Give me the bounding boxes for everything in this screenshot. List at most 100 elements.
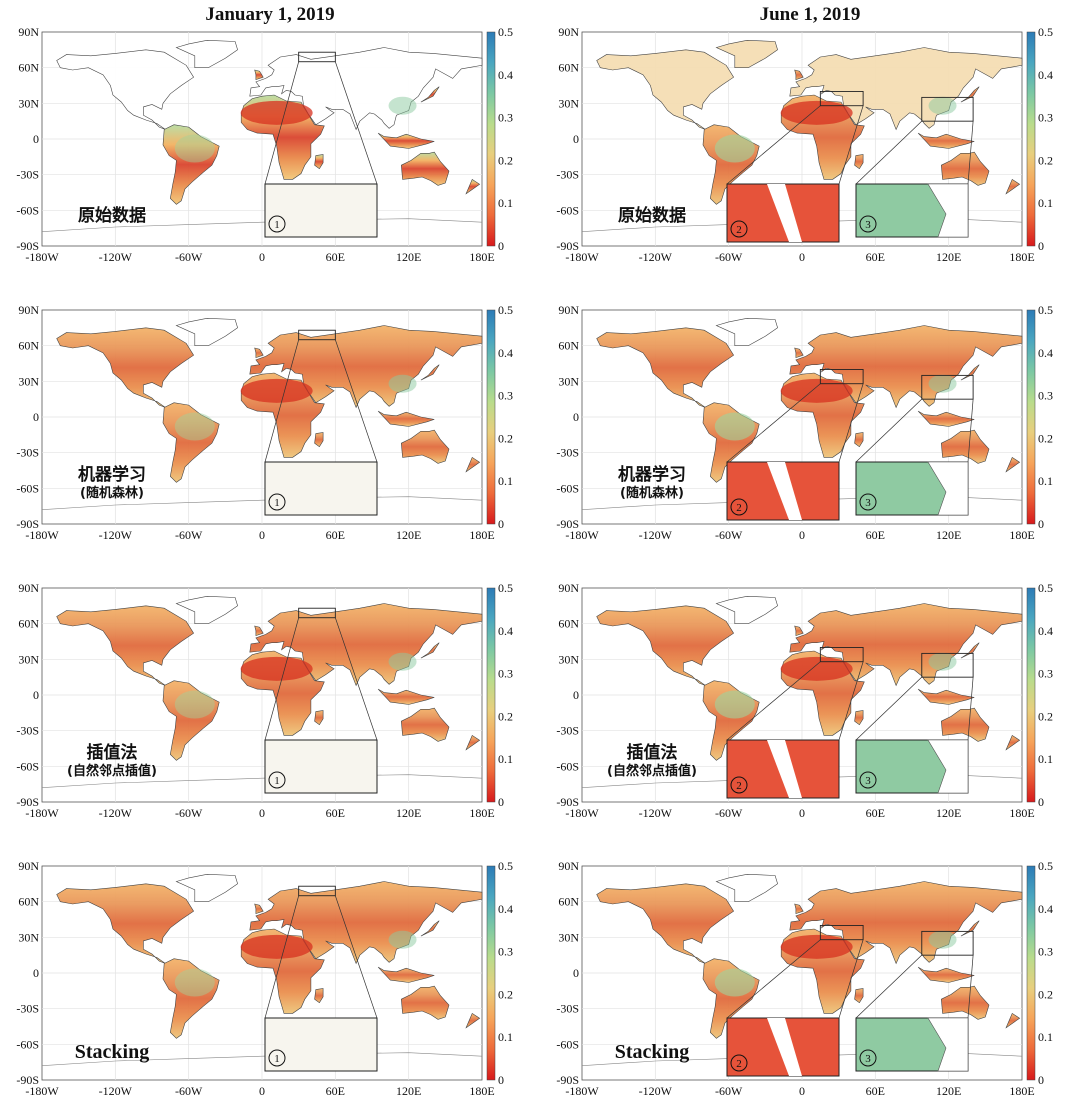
land-japan (420, 920, 440, 937)
land-australia (400, 985, 450, 1020)
sahara-hotspot (240, 100, 313, 125)
method-label-line2: (随机森林) (620, 486, 684, 502)
x-tick-label: 120E (396, 250, 421, 264)
colorbar-tick-label: 0.5 (498, 303, 513, 317)
x-tick-label: -120W (639, 528, 673, 542)
method-label-line2: (自然邻点插值) (67, 764, 157, 780)
x-tick-label: 60E (866, 528, 885, 542)
x-tick-label: -60W (715, 1084, 743, 1098)
colorbar-tick-label: 0.4 (498, 624, 513, 638)
y-tick-label: 0 (573, 966, 579, 980)
colorbar-tick-label: 0.2 (498, 431, 513, 445)
land-uk (254, 625, 264, 637)
y-tick-label: -90S (16, 795, 39, 809)
land-new-zealand (1005, 456, 1021, 473)
colorbar (1026, 865, 1036, 1081)
inset-source-box (819, 368, 864, 385)
x-tick-label: 0 (799, 250, 805, 264)
x-tick-label: -180W (25, 528, 59, 542)
sahara-hotspot (780, 100, 853, 125)
x-tick-label: -180W (565, 250, 599, 264)
land-uk (794, 625, 804, 637)
east-asia-zone (388, 930, 417, 949)
x-tick-label: 0 (259, 806, 265, 820)
colorbar-tick-label: 0.3 (498, 945, 513, 959)
land-new-zealand (465, 734, 481, 751)
method-label-line2: (随机森林) (80, 486, 144, 502)
method-label: 机器学习 (随机森林) (42, 464, 182, 503)
colorbar-tick-label: 0.5 (1038, 25, 1053, 39)
inset-number: 1 (274, 497, 280, 509)
x-tick-label: -120W (639, 806, 673, 820)
map-figure: 1 90N 60N 30N 0 -30S -60S -90S-180W -120W -60W 0 60… (16, 581, 513, 820)
map-figure: 1 90N 60N 30N 0 -30S -60S -90S-180W -120W -60W 0 60… (16, 25, 513, 264)
x-tick-label: 180E (469, 250, 494, 264)
x-tick-label: -60W (175, 250, 203, 264)
inset-number: 2 (736, 780, 742, 792)
colorbar-tick-label: 0.4 (1038, 624, 1053, 638)
colorbar (1026, 309, 1036, 525)
method-label-line1: 机器学习 (78, 465, 146, 485)
land-greenland (175, 39, 238, 68)
y-tick-label: 30N (18, 930, 39, 944)
y-tick-label: 60N (558, 895, 579, 909)
y-tick-label: 60N (18, 339, 39, 353)
inset-connector (838, 939, 864, 1019)
colorbar-tick-label: 0.1 (498, 1030, 513, 1044)
land-greenland (715, 317, 778, 346)
colorbar-tick-label: 0.2 (498, 153, 513, 167)
x-tick-label: 120E (936, 528, 961, 542)
coastline-antarctica-edge (41, 774, 483, 788)
y-tick-label: 30N (18, 374, 39, 388)
land-south-america (162, 958, 220, 1039)
x-tick-label: -120W (99, 250, 133, 264)
inset-number: 3 (865, 219, 871, 231)
colorbar-tick-label: 0.3 (1038, 667, 1053, 681)
coastline-antarctica-edge (41, 496, 483, 510)
y-tick-label: 60N (18, 61, 39, 75)
inset-source-box (921, 96, 974, 122)
land-japan (420, 364, 440, 381)
inset-connector (855, 676, 923, 741)
map-panel-january-3: 1 90N 60N 30N 0 -30S -60S -90S -180W -120W -60W 0 60… (0, 556, 540, 834)
inset-connector (264, 617, 300, 741)
inset-source-box (819, 90, 864, 107)
y-tick-label: -30S (556, 724, 579, 738)
map-figure: 2 3 90N 60N 30N 0 -30S -60S -90S-180W -120W -60W 0 6… (556, 859, 1053, 1098)
y-tick-label: -60S (16, 1037, 39, 1051)
inset-number-circle (730, 220, 748, 238)
x-tick-label: 60E (866, 806, 885, 820)
amazon-zone (714, 412, 755, 441)
colorbar-tick-label: 0.4 (1038, 68, 1053, 82)
x-tick-label: 120E (396, 1084, 421, 1098)
colorbar-tick-label: 0.2 (1038, 431, 1053, 445)
y-tick-label: -60S (556, 481, 579, 495)
inset-connector (264, 339, 300, 463)
land-new-zealand (1005, 178, 1021, 195)
x-tick-label: 180E (469, 528, 494, 542)
colorbar-tick-label: 0.2 (1038, 153, 1053, 167)
colorbar-tick-label: 0.3 (1038, 111, 1053, 125)
inset-connector (967, 121, 974, 185)
amazon-zone (174, 134, 215, 163)
column-title-june: June 1, 2019 (759, 4, 861, 25)
inset-coast (927, 461, 969, 516)
land-greenland (175, 595, 238, 624)
y-tick-label: -60S (556, 759, 579, 773)
map-figure: 1 90N 60N 30N 0 -30S -60S -90S-180W -120W -60W 0 60… (16, 859, 513, 1098)
inset-box (264, 461, 378, 516)
colorbar-tick-label: 0 (1038, 795, 1044, 809)
inset-number-circle (859, 493, 877, 511)
x-tick-label: -60W (175, 528, 203, 542)
inset-number: 1 (274, 219, 280, 231)
method-label-line2: (自然邻点插值) (607, 764, 697, 780)
x-tick-label: 120E (396, 528, 421, 542)
y-tick-label: -60S (16, 203, 39, 217)
y-tick-label: -30S (556, 168, 579, 182)
colorbar (486, 865, 496, 1081)
y-tick-label: 60N (558, 617, 579, 631)
colorbar-tick-label: 0.3 (498, 111, 513, 125)
land-greenland (715, 39, 778, 68)
inset-number-circle (268, 493, 286, 511)
colorbar-tick-label: 0.4 (1038, 346, 1053, 360)
